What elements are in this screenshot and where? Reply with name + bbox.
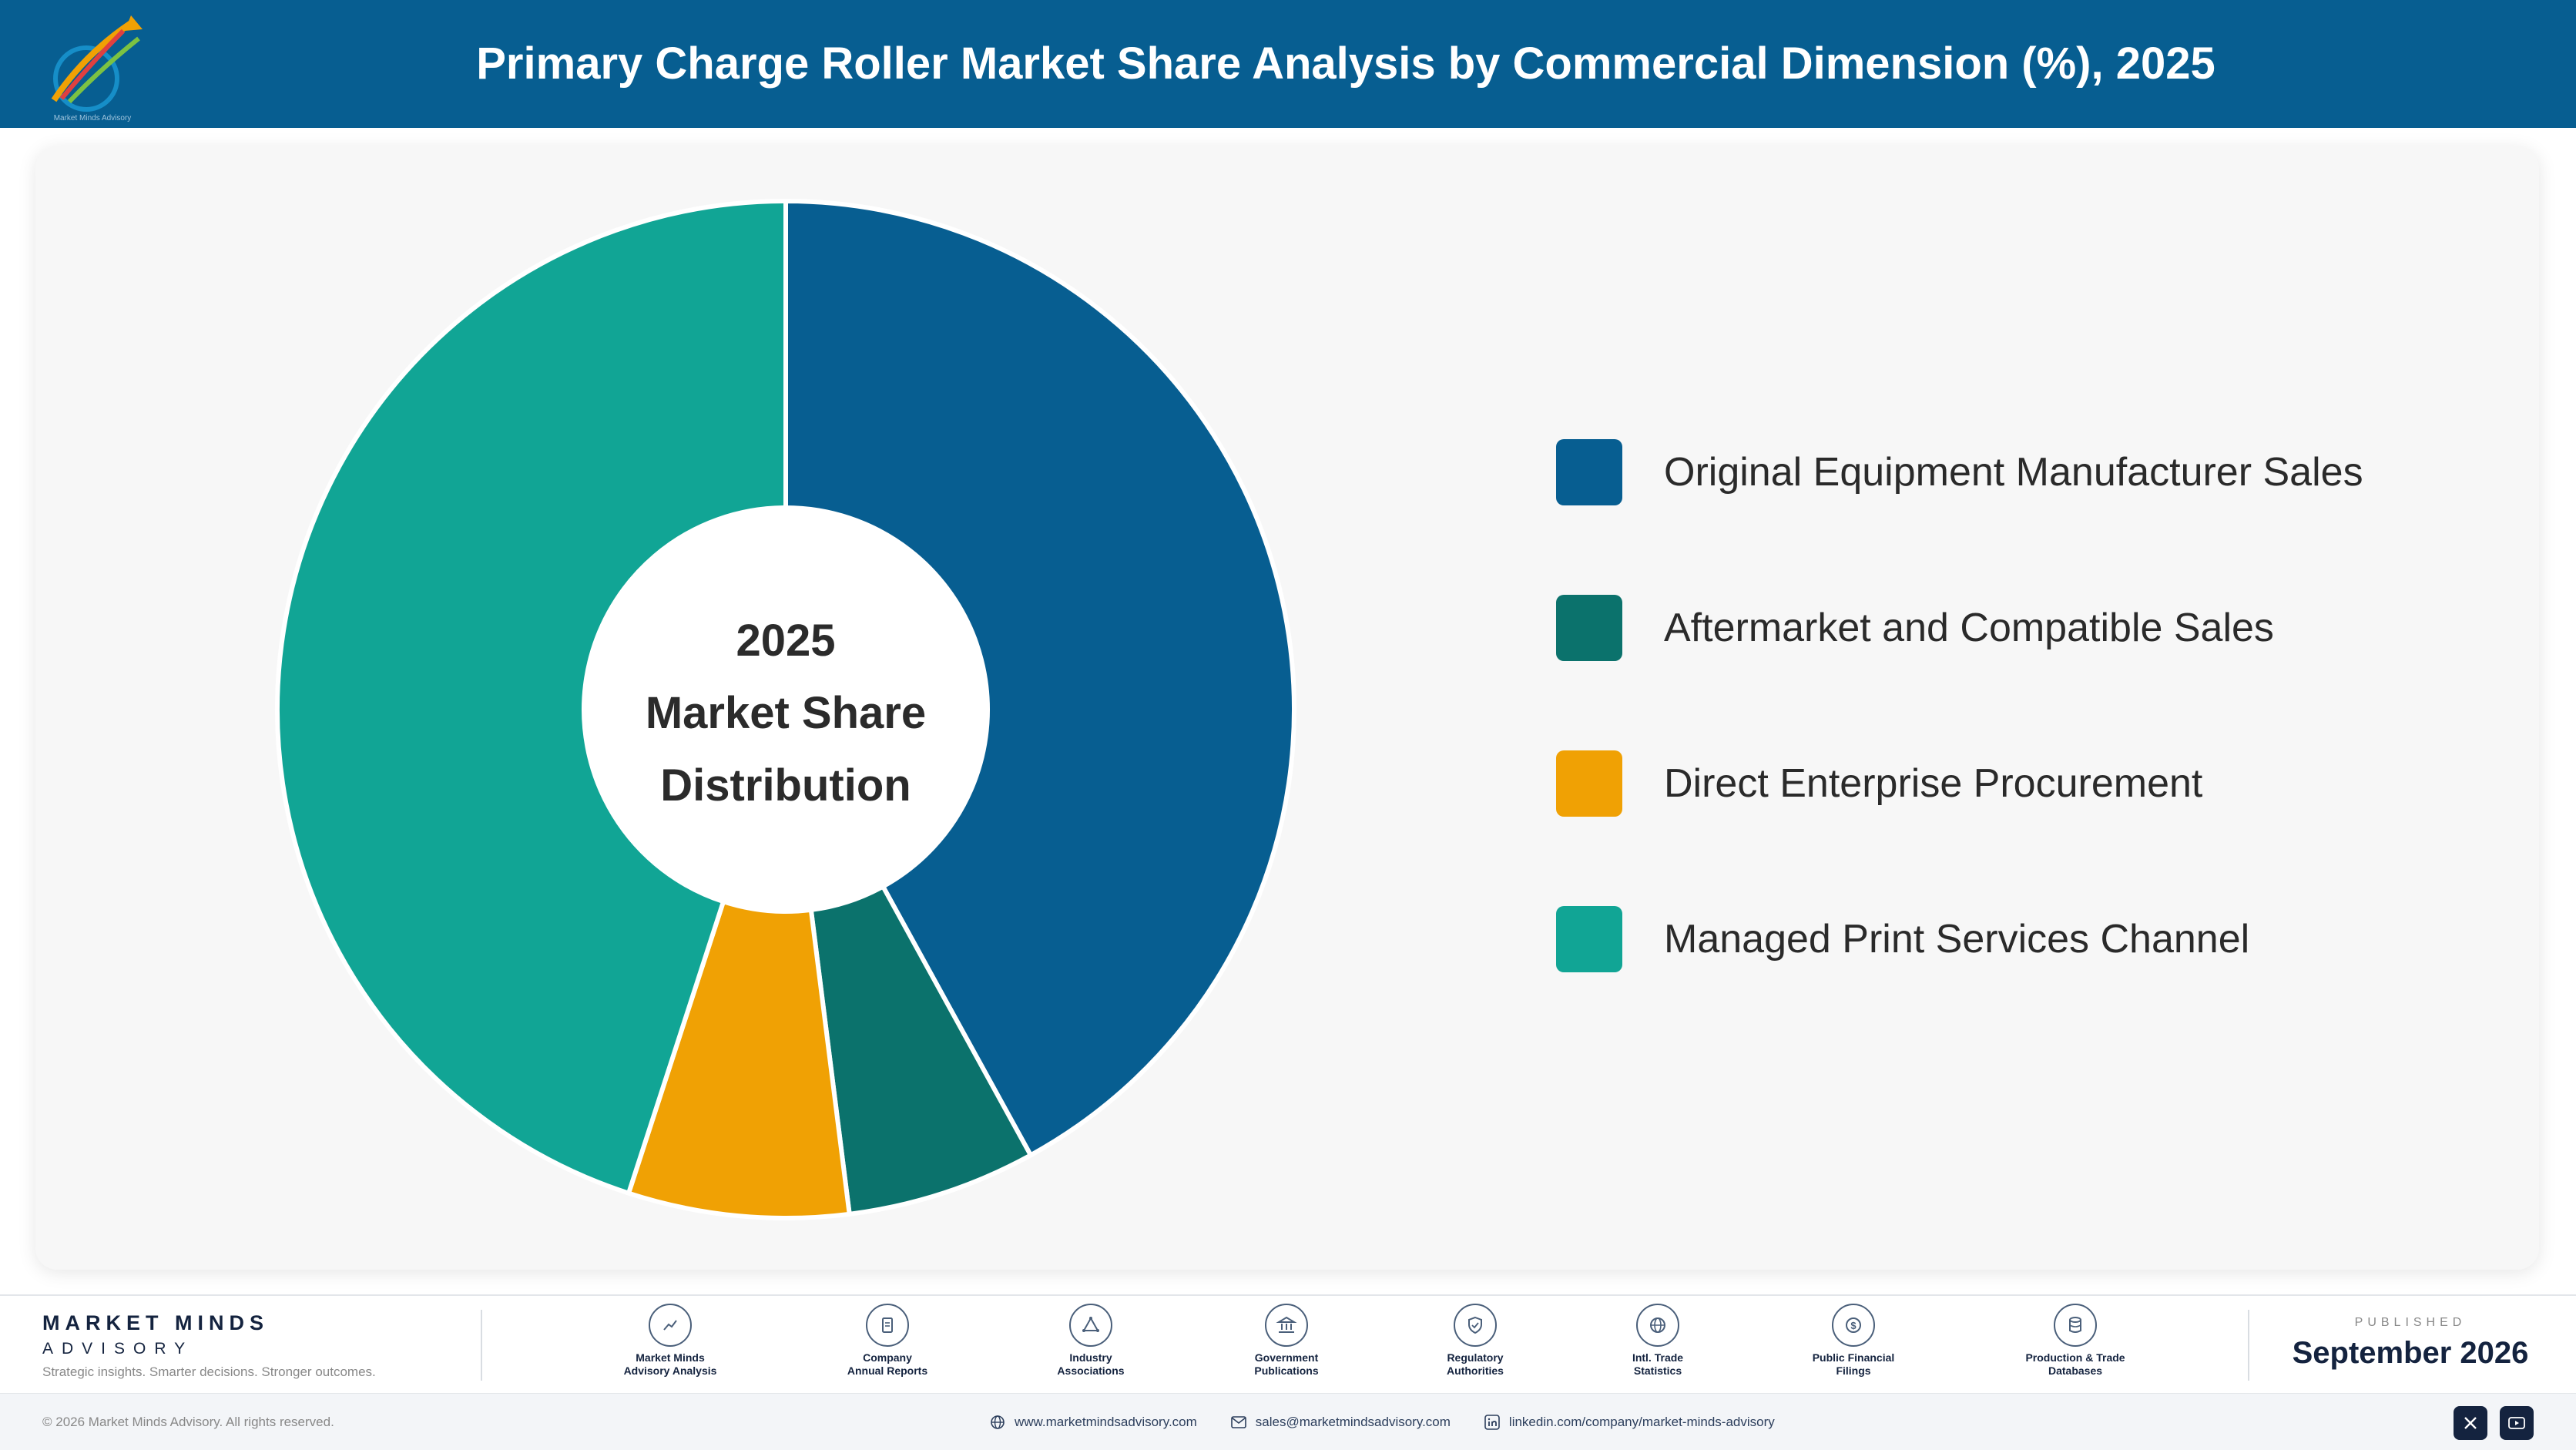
published-label: PUBLISHED	[2354, 1316, 2467, 1329]
source-label-line2: Databases	[2048, 1364, 2103, 1377]
source-label-line1: Production & Trade	[2025, 1351, 2125, 1364]
chart-center-label: 2025 Market Share Distribution	[593, 605, 978, 822]
source-label-line2: Statistics	[1633, 1364, 1682, 1377]
source-label-line1: Industry	[1069, 1351, 1112, 1364]
linkedin-icon	[1484, 1415, 1500, 1430]
source-item: Intl. Trade Statistics	[1573, 1304, 1742, 1378]
source-label: Public Financial Filings	[1769, 1351, 1938, 1378]
contact-links: www.marketmindsadvisory.com sales@market…	[990, 1394, 1809, 1450]
brand-sub: ADVISORY	[42, 1340, 194, 1358]
source-label: Industry Associations	[1006, 1351, 1176, 1378]
source-item: Industry Associations	[1006, 1304, 1176, 1378]
legend-label: Aftermarket and Compatible Sales	[1664, 606, 2274, 650]
footer-brand: MARKET MINDS ADVISORY Strategic insights…	[42, 1311, 376, 1380]
mail-icon	[1230, 1416, 1246, 1428]
source-label-line2: Filings	[1836, 1364, 1871, 1377]
legend-label: Managed Print Services Channel	[1664, 917, 2250, 962]
source-item: Production & Trade Databases	[1991, 1304, 2160, 1378]
center-label-line3: Distribution	[660, 760, 911, 811]
document-icon	[866, 1304, 909, 1347]
market-minds-logo: Market Minds Advisory	[51, 15, 143, 123]
legend-label: Original Equipment Manufacturer Sales	[1664, 450, 2363, 495]
published-block: PUBLISHED September 2026	[2287, 1316, 2534, 1371]
header-bar: Market Minds Advisory Primary Charge Rol…	[0, 0, 2576, 128]
shield-icon	[1454, 1304, 1497, 1347]
legend-swatch	[1556, 906, 1622, 972]
footer-sources-bar: MARKET MINDS ADVISORY Strategic insights…	[0, 1294, 2576, 1393]
footer-divider	[481, 1310, 482, 1381]
source-label-line1: Market Minds	[636, 1351, 705, 1364]
source-label: Production & Trade Databases	[1991, 1351, 2160, 1378]
youtube-social-button[interactable]	[2500, 1406, 2534, 1440]
center-label-year: 2025	[736, 616, 836, 666]
source-label: Company Annual Reports	[803, 1351, 972, 1378]
chart-trend-icon	[649, 1304, 692, 1347]
footer-contact-bar: © 2026 Market Minds Advisory. All rights…	[0, 1393, 2576, 1450]
source-label-line2: Publications	[1254, 1364, 1319, 1377]
footer-divider	[2248, 1310, 2249, 1381]
email-text: sales@marketmindsadvisory.com	[1255, 1415, 1451, 1429]
legend-swatch	[1556, 439, 1622, 505]
x-icon	[2464, 1417, 2477, 1429]
source-label-line2: Advisory Analysis	[623, 1364, 717, 1377]
legend-label: Direct Enterprise Procurement	[1664, 761, 2203, 806]
svg-text:$: $	[1850, 1320, 1857, 1331]
source-label-line1: Company	[863, 1351, 912, 1364]
source-label-line1: Intl. Trade	[1632, 1351, 1684, 1364]
source-label-line1: Public Financial	[1812, 1351, 1895, 1364]
source-item: Company Annual Reports	[803, 1304, 972, 1378]
source-label-line2: Annual Reports	[847, 1364, 928, 1377]
website-link[interactable]: www.marketmindsadvisory.com	[990, 1415, 1197, 1430]
svg-text:Market Minds Advisory: Market Minds Advisory	[54, 114, 132, 123]
source-label-line1: Regulatory	[1447, 1351, 1504, 1364]
copyright: © 2026 Market Minds Advisory. All rights…	[42, 1415, 334, 1429]
brand-name: MARKET MINDS	[42, 1311, 269, 1334]
source-item: Government Publications	[1202, 1304, 1371, 1378]
source-label-line2: Associations	[1057, 1364, 1125, 1377]
source-item: Market Minds Advisory Analysis	[585, 1304, 755, 1378]
currency-icon: $	[1832, 1304, 1875, 1347]
donut-chart	[277, 201, 1294, 1219]
source-label-line1: Government	[1254, 1351, 1319, 1364]
page-title: Primary Charge Roller Market Share Analy…	[476, 39, 2215, 89]
donut-hole	[584, 508, 988, 911]
source-label: Government Publications	[1202, 1351, 1371, 1378]
linkedin-link[interactable]: linkedin.com/company/market-minds-adviso…	[1484, 1415, 1775, 1430]
email-link[interactable]: sales@marketmindsadvisory.com	[1230, 1415, 1451, 1430]
source-list: Market Minds Advisory Analysis Company Annu…	[539, 1304, 2142, 1388]
source-label: Regulatory Authorities	[1390, 1351, 1560, 1378]
source-label-line2: Authorities	[1447, 1364, 1504, 1377]
brand-tagline: Strategic insights. Smarter decisions. S…	[42, 1364, 376, 1379]
linkedin-text: linkedin.com/company/market-minds-adviso…	[1508, 1415, 1775, 1429]
source-item: $ Public Financial Filings	[1769, 1304, 1938, 1378]
source-label: Intl. Trade Statistics	[1573, 1351, 1742, 1378]
building-icon	[1265, 1304, 1308, 1347]
source-item: Regulatory Authorities	[1390, 1304, 1560, 1378]
source-label: Market Minds Advisory Analysis	[585, 1351, 755, 1378]
center-label-line2: Market Share	[645, 688, 927, 738]
published-date: September 2026	[2292, 1336, 2529, 1370]
globe-icon	[1636, 1304, 1679, 1347]
legend-swatch	[1556, 750, 1622, 817]
x-social-button[interactable]	[2454, 1406, 2487, 1440]
youtube-icon	[2508, 1417, 2525, 1429]
database-icon	[2054, 1304, 2097, 1347]
globe-icon	[991, 1415, 1005, 1429]
legend-swatch	[1556, 595, 1622, 661]
website-text: www.marketmindsadvisory.com	[1015, 1415, 1197, 1429]
network-icon	[1069, 1304, 1112, 1347]
social-links	[2441, 1406, 2534, 1440]
